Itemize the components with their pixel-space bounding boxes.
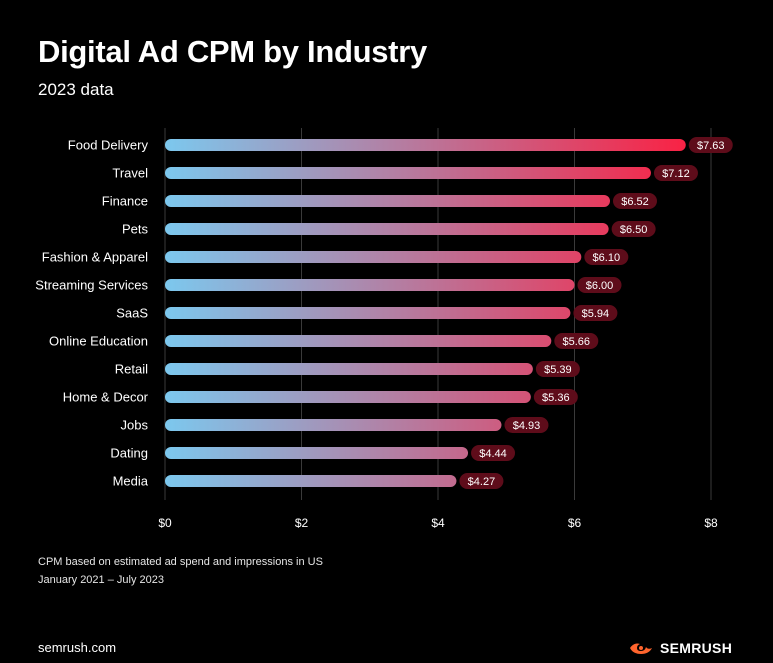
value-label: $6.50: [620, 224, 648, 236]
footnote-method: CPM based on estimated ad spend and impr…: [38, 556, 323, 568]
bar: [165, 447, 469, 459]
labels: $0 $2 $4 $6 $8 Food Delivery $7.63 Travel $7.12 F…: [35, 138, 724, 531]
value-label: $6.00: [586, 280, 614, 292]
value-label-bg: [688, 137, 733, 153]
value-label-bg: [577, 277, 622, 293]
value-label: $7.63: [697, 140, 725, 152]
value-label-bg: [471, 445, 516, 461]
value-label: $5.94: [582, 308, 610, 320]
category-label: SaaS: [116, 306, 148, 321]
bar: [165, 363, 533, 375]
category-label: Retail: [115, 362, 148, 377]
semrush-flame-icon: [630, 643, 652, 654]
value-label: $4.44: [479, 448, 507, 460]
bar: [165, 195, 610, 207]
value-label: $5.66: [563, 336, 591, 348]
bars: [165, 137, 733, 489]
value-label-bg: [535, 361, 580, 377]
value-label-bg: [573, 305, 618, 321]
category-label: Home & Decor: [63, 390, 149, 405]
value-label-bg: [459, 473, 504, 489]
chart-subtitle: 2023 data: [38, 80, 114, 99]
bar: [165, 475, 457, 487]
value-label: $5.36: [542, 392, 570, 404]
value-label: $4.93: [513, 420, 541, 432]
value-label-bg: [554, 333, 599, 349]
category-label: Media: [113, 474, 149, 489]
value-label: $4.27: [468, 476, 496, 488]
category-label: Streaming Services: [35, 278, 148, 293]
value-label-bg: [612, 193, 657, 209]
value-label-bg: [611, 221, 656, 237]
value-label: $5.39: [544, 364, 572, 376]
category-label: Food Delivery: [68, 138, 149, 153]
x-tick-label: $0: [158, 516, 172, 530]
value-label-bg: [533, 389, 578, 405]
bar: [165, 251, 582, 263]
x-tick-label: $8: [704, 516, 718, 530]
bar: [165, 139, 686, 151]
value-label: $7.12: [662, 168, 690, 180]
category-label: Jobs: [121, 418, 149, 433]
value-label-bg: [504, 417, 549, 433]
x-tick-label: $4: [431, 516, 445, 530]
bar: [165, 307, 571, 319]
category-label: Online Education: [49, 334, 148, 349]
category-label: Dating: [110, 446, 148, 461]
value-label: $6.10: [593, 252, 621, 264]
footnote-period: January 2021 – July 2023: [38, 574, 164, 586]
brand-logo: SEMRUSH: [628, 639, 732, 657]
bar: [165, 391, 531, 403]
value-label: $6.52: [621, 196, 649, 208]
value-label-bg: [653, 165, 698, 181]
category-label: Fashion & Apparel: [42, 250, 148, 265]
x-tick-label: $2: [295, 516, 309, 530]
chart-title: Digital Ad CPM by Industry: [38, 34, 427, 69]
bar: [165, 279, 575, 291]
category-label: Finance: [102, 194, 148, 209]
value-label-bg: [584, 249, 629, 265]
bar-chart: $0 $2 $4 $6 $8 Food Delivery $7.63 Travel $7.12 F…: [35, 128, 733, 531]
bar: [165, 419, 502, 431]
category-label: Travel: [112, 166, 148, 181]
x-tick-label: $6: [568, 516, 582, 530]
bar: [165, 167, 651, 179]
bar: [165, 335, 552, 347]
category-label: Pets: [122, 222, 149, 237]
brand-name: SEMRUSH: [660, 640, 733, 656]
site-link[interactable]: semrush.com: [38, 640, 117, 655]
bar: [165, 223, 609, 235]
